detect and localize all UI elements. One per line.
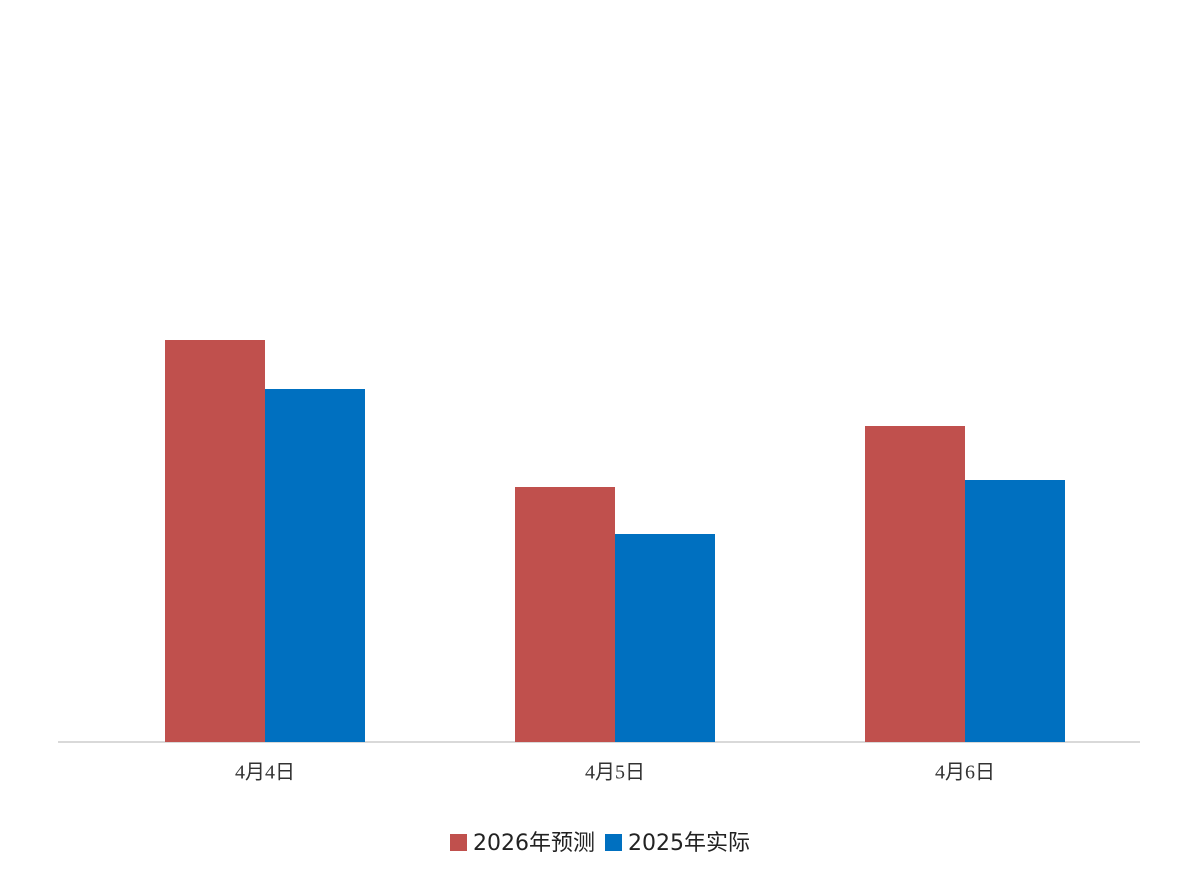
bar	[515, 487, 615, 742]
legend-label: 2026年预测	[473, 831, 595, 856]
bar	[265, 389, 365, 742]
bar	[865, 426, 965, 742]
bar	[615, 534, 715, 742]
x-tick-label: 4月6日	[935, 762, 995, 784]
legend-swatch	[450, 834, 467, 851]
bar	[965, 480, 1065, 742]
x-tick-label: 4月4日	[235, 762, 295, 784]
legend-swatch	[605, 834, 622, 851]
legend-label: 2025年实际	[628, 831, 750, 856]
x-tick-label: 4月5日	[585, 762, 645, 784]
bar	[165, 340, 265, 742]
